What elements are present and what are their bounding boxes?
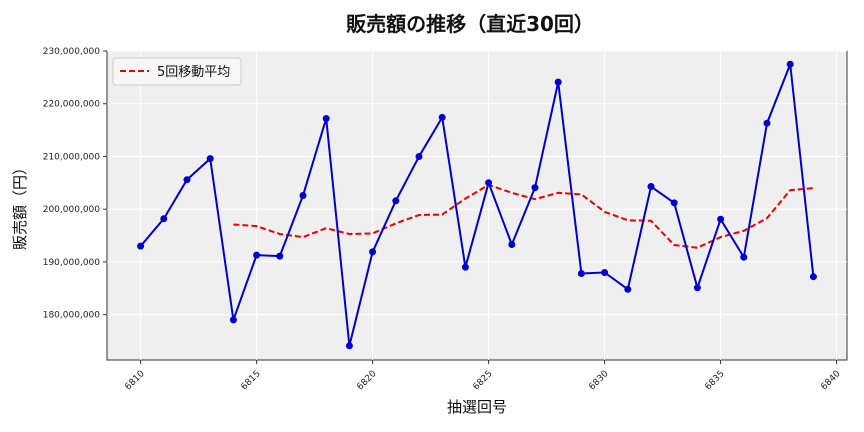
y-tick-label: 210,000,000	[43, 152, 101, 162]
x-tick-label: 6815	[239, 369, 262, 392]
x-axis-label: 抽選回号	[447, 398, 507, 416]
y-tick-label: 180,000,000	[43, 311, 101, 321]
sales-point	[577, 270, 585, 277]
moving-average-line	[233, 183, 814, 249]
sales-line	[139, 63, 815, 347]
sales-point	[485, 179, 493, 187]
sales-point	[693, 284, 701, 292]
y-axis-label: 販売額（円）	[11, 160, 29, 250]
sales-point	[763, 119, 771, 127]
sales-point	[137, 242, 145, 250]
sales-point	[253, 251, 261, 259]
y-tick-label: 200,000,000	[43, 205, 101, 215]
sales-point	[740, 253, 748, 261]
sales-point	[554, 78, 562, 86]
sales-point	[229, 316, 237, 324]
x-tick-label: 6810	[123, 369, 146, 392]
sales-point	[786, 60, 794, 68]
sales-point	[670, 199, 678, 207]
sales-point	[299, 192, 307, 199]
x-tick-label: 6830	[587, 369, 610, 392]
plot-area	[106, 50, 848, 361]
sales-point	[415, 153, 423, 160]
y-axis-ticks: 180,000,000 190,000,000 200,000,000 210,000…	[43, 47, 107, 321]
x-tick-label: 6825	[471, 369, 494, 392]
legend: 5回移動平均	[112, 57, 242, 86]
series-layer	[137, 60, 817, 350]
legend-label-moving-average: 5回移動平均	[157, 65, 230, 80]
sales-point	[206, 155, 214, 163]
x-tick-label: 6835	[703, 369, 726, 392]
y-tick-label: 190,000,000	[43, 258, 101, 268]
sales-point	[369, 248, 377, 256]
legend-box	[112, 57, 242, 86]
x-axis-ticks: 6810 6815 6820 6825 6830 6835 6840	[123, 360, 843, 392]
sales-point	[345, 342, 353, 350]
sales-point	[438, 113, 446, 121]
sales-point	[322, 115, 330, 122]
y-tick-label: 220,000,000	[43, 100, 101, 110]
sales-point	[508, 241, 516, 248]
y-tick-label: 230,000,000	[43, 47, 101, 57]
sales-point	[647, 183, 655, 190]
sales-point	[717, 215, 725, 223]
sales-point	[601, 269, 609, 276]
sales-point	[392, 197, 400, 205]
sales-point	[624, 285, 632, 293]
sales-point	[160, 215, 168, 223]
sales-point	[276, 252, 284, 260]
sales-point	[809, 273, 817, 281]
x-tick-label: 6820	[355, 369, 378, 392]
grid-lines	[107, 50, 847, 360]
chart-title: 販売額の推移（直近30回）	[346, 12, 594, 36]
x-tick-label: 6840	[819, 369, 842, 392]
sales-point	[461, 263, 469, 271]
sales-point	[531, 184, 539, 192]
sales-point	[183, 176, 191, 184]
